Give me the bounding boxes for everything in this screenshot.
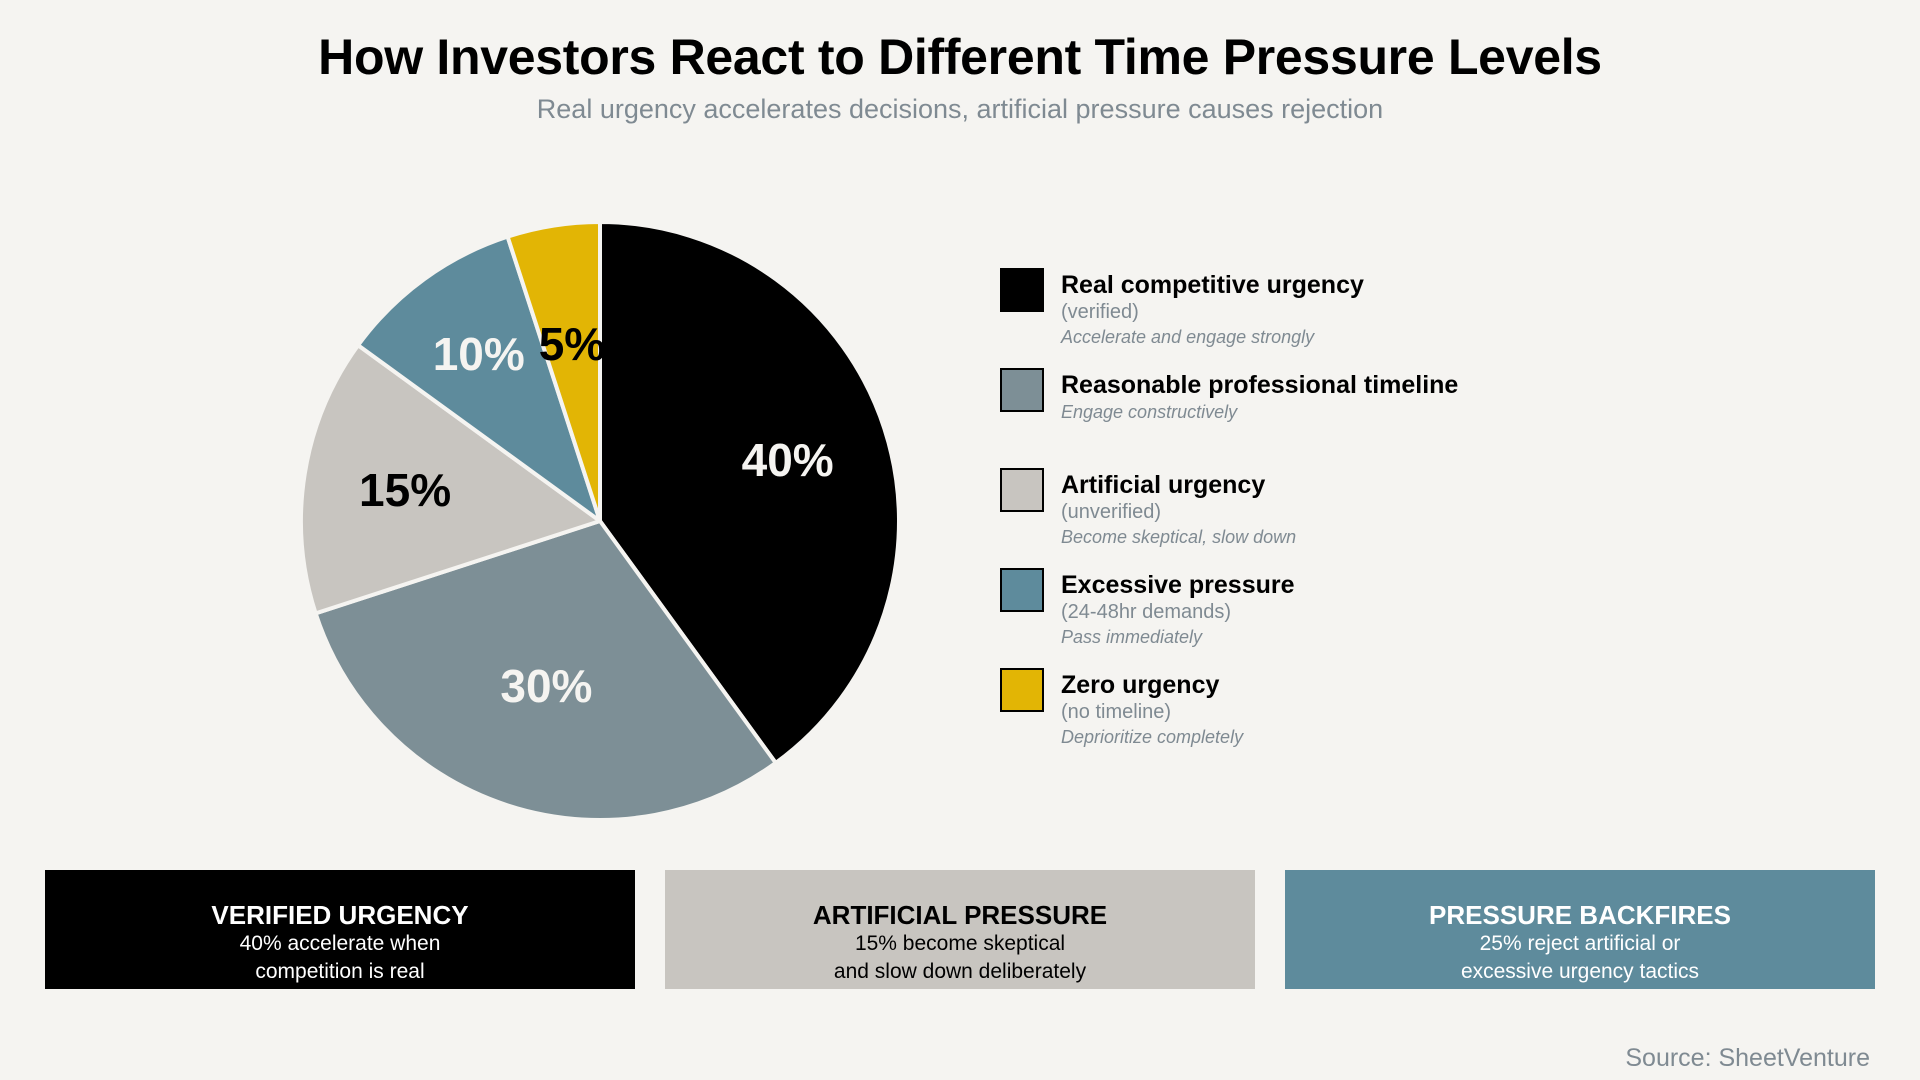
legend-label: Reasonable professional timeline (1061, 371, 1459, 399)
legend-label: Excessive pressure (1061, 571, 1295, 599)
legend-qualifier: (unverified) (1061, 501, 1162, 523)
summary-box-artificial-pressure: ARTIFICIAL PRESSURE 15% become skeptical… (665, 870, 1255, 989)
summary-box-line: 25% reject artificial or (1479, 932, 1681, 955)
summary-box-line: and slow down deliberately (833, 960, 1087, 983)
legend-swatch (1000, 468, 1044, 512)
summary-box-title: VERIFIED URGENCY (211, 900, 469, 930)
legend-label: Artificial urgency (1061, 471, 1266, 499)
summary-box-line: 40% accelerate when (239, 932, 441, 955)
chart-subtitle: Real urgency accelerates decisions, arti… (536, 94, 1384, 124)
chart-title: How Investors React to Different Time Pr… (318, 29, 1602, 85)
pie-slice-zero-urgency (505, 220, 602, 523)
summary-box-title: PRESSURE BACKFIRES (1429, 900, 1731, 930)
legend-swatch (1000, 668, 1044, 712)
pie-slice-label: 30% (500, 660, 592, 712)
legend-swatch (1000, 268, 1044, 312)
summary-box-verified-urgency: VERIFIED URGENCY 40% accelerate when com… (45, 870, 635, 989)
legend-label: Real competitive urgency (1061, 271, 1364, 299)
summary-box-pressure-backfires: PRESSURE BACKFIRES 25% reject artificial… (1285, 870, 1875, 989)
legend-note: Deprioritize completely (1061, 727, 1244, 747)
legend-item-reasonable-professional-timeline: Reasonable professional timeline Engage … (1000, 368, 1600, 468)
legend-swatch (1000, 568, 1044, 612)
source-note: Source: SheetVenture (1625, 1044, 1870, 1072)
legend: Real competitive urgency (verified) Acce… (1000, 268, 1600, 768)
pie-slice-artificial-urgency (299, 343, 602, 616)
pie-slice-label: 15% (359, 464, 451, 516)
pie-slice-excessive-pressure (356, 234, 602, 523)
legend-item-real-competitive-urgency: Real competitive urgency (verified) Acce… (1000, 268, 1600, 368)
pie-slice-real-competitive-urgency (598, 220, 901, 765)
legend-item-excessive-pressure: Excessive pressure (24-48hr demands) Pas… (1000, 568, 1600, 668)
legend-qualifier: (verified) (1061, 301, 1139, 323)
legend-qualifier: (24-48hr demands) (1061, 601, 1232, 623)
legend-item-artificial-urgency: Artificial urgency (unverified) Become s… (1000, 468, 1600, 568)
legend-qualifier: (no timeline) (1061, 701, 1172, 723)
summary-boxes: VERIFIED URGENCY 40% accelerate when com… (45, 870, 1875, 989)
legend-note: Pass immediately (1061, 627, 1203, 647)
pie-slice-label: 10% (433, 328, 525, 380)
pie-slice-reasonable-professional-timeline (313, 519, 778, 822)
pie-chart: 40% 30% 15% 10% 5% (299, 220, 901, 822)
pie-slice-label: 40% (742, 434, 834, 486)
legend-swatch (1000, 368, 1044, 412)
summary-box-title: ARTIFICIAL PRESSURE (812, 900, 1108, 930)
legend-note: Engage constructively (1061, 402, 1238, 422)
legend-item-zero-urgency: Zero urgency (no timeline) Deprioritize … (1000, 668, 1600, 768)
legend-note: Accelerate and engage strongly (1061, 327, 1315, 347)
legend-label: Zero urgency (1061, 671, 1220, 699)
summary-box-line: competition is real (255, 960, 425, 983)
legend-note: Become skeptical, slow down (1061, 527, 1297, 547)
pie-slice-label: 5% (539, 318, 605, 370)
summary-box-line: excessive urgency tactics (1460, 960, 1700, 983)
summary-box-line: 15% become skeptical (854, 932, 1066, 955)
